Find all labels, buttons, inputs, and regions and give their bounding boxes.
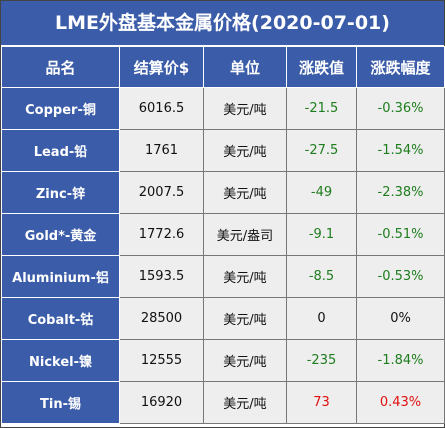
metal-name: Tin-锡 [1, 381, 120, 424]
table-cell: 28500 [119, 297, 204, 340]
table-row: Gold*-黄金 1772.6 美元/盎司 -9.1 -0.51% [1, 213, 445, 256]
header-cell: 涨跌幅度 [356, 46, 445, 88]
table-cell: 美元/吨 [203, 129, 287, 172]
table-cell: -1.84% [356, 339, 445, 382]
table-row: Nickel-镍 12555 美元/吨 -235 -1.84% [1, 339, 445, 382]
table-cell: 0.43% [356, 381, 445, 424]
table-cell: 美元/吨 [203, 255, 287, 298]
table-cell: 12555 [119, 339, 204, 382]
header-cell: 品名 [1, 46, 120, 88]
header-cell: 涨跌值 [286, 46, 357, 88]
table-cell: 1761 [119, 129, 204, 172]
table-cell: -2.38% [356, 171, 445, 214]
table-row: Copper-铜 6016.5 美元/吨 -21.5 -0.36% [1, 87, 445, 130]
metal-name: Nickel-镍 [1, 339, 120, 382]
table-cell: 16920 [119, 381, 204, 424]
table-cell: -49 [286, 171, 357, 214]
table-cell: 美元/吨 [203, 87, 287, 130]
table-cell: 1593.5 [119, 255, 204, 298]
table-cell: 美元/吨 [203, 297, 287, 340]
table-row: Aluminium-铝 1593.5 美元/吨 -8.5 -0.53% [1, 255, 445, 298]
metal-name: Copper-铜 [1, 87, 120, 130]
table-cell: -9.1 [286, 213, 357, 256]
table-cell: -27.5 [286, 129, 357, 172]
table-cell: 2007.5 [119, 171, 204, 214]
metal-name: Zinc-锌 [1, 171, 120, 214]
header-cell: 单位 [203, 46, 287, 88]
table-row: Cobalt-钴 28500 美元/吨 0 0% [1, 297, 445, 340]
table-cell: -1.54% [356, 129, 445, 172]
table-cell: 1772.6 [119, 213, 204, 256]
table-cell: -0.36% [356, 87, 445, 130]
table-cell: -21.5 [286, 87, 357, 130]
table-cell: 0 [286, 297, 357, 340]
header-cell: 结算价$ [119, 46, 204, 88]
table-cell: -0.51% [356, 213, 445, 256]
table-row: Zinc-锌 2007.5 美元/吨 -49 -2.38% [1, 171, 445, 214]
table-cell: 美元/吨 [203, 339, 287, 382]
table-cell: 美元/盎司 [203, 213, 287, 256]
table-cell: -235 [286, 339, 357, 382]
metal-name: Lead-铅 [1, 129, 120, 172]
price-table: 品名 结算价$ 单位 涨跌值 涨跌幅度 Copper-铜 6016.5 美元/吨 -21.5-… [1, 46, 445, 424]
table-row: Lead-铅 1761 美元/吨 -27.5 -1.54% [1, 129, 445, 172]
table-title: LME外盘基本金属价格(2020-07-01) [1, 1, 444, 46]
table-cell: 73 [286, 381, 357, 424]
table-cell: -0.53% [356, 255, 445, 298]
table-row: Tin-锡 16920 美元/吨 73 0.43% [1, 381, 445, 424]
table-cell: -8.5 [286, 255, 357, 298]
metal-name: Aluminium-铝 [1, 255, 120, 298]
table-body: Copper-铜 6016.5 美元/吨 -21.5 -0.36% Lead-铅 1761 美… [1, 87, 445, 424]
table-cell: 6016.5 [119, 87, 204, 130]
table-cell: 美元/吨 [203, 381, 287, 424]
table-cell: 0% [356, 297, 445, 340]
table-cell: 美元/吨 [203, 171, 287, 214]
metal-name: Cobalt-钴 [1, 297, 120, 340]
header-row: 品名 结算价$ 单位 涨跌值 涨跌幅度 [1, 46, 445, 88]
metal-name: Gold*-黄金 [1, 213, 120, 256]
